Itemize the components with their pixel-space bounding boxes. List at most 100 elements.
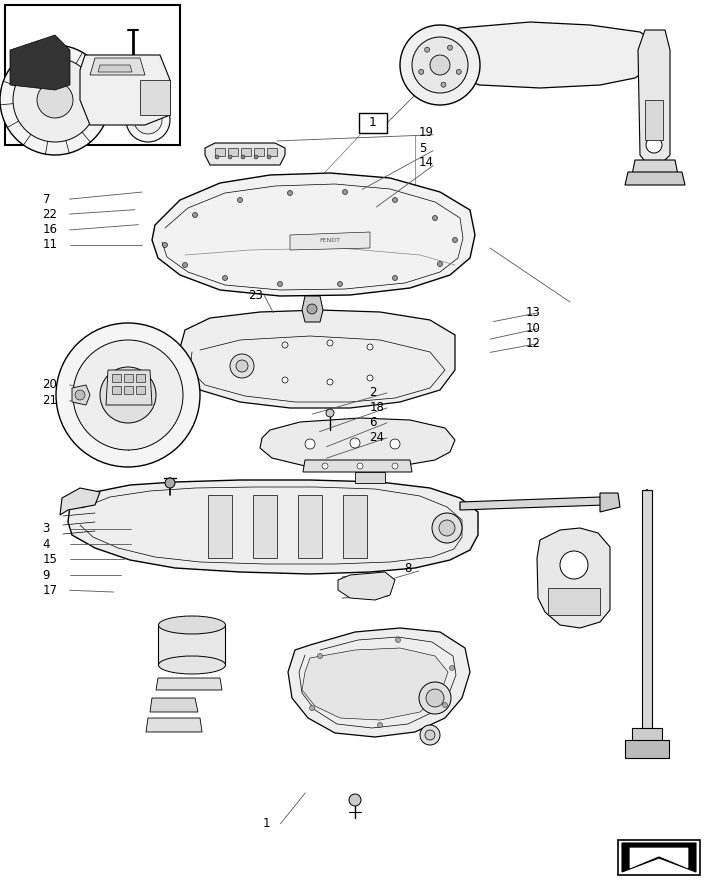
Circle shape — [367, 375, 373, 381]
Bar — [267, 148, 277, 156]
Circle shape — [392, 463, 398, 469]
Polygon shape — [140, 80, 170, 115]
Polygon shape — [158, 625, 225, 665]
Text: 4: 4 — [43, 538, 50, 551]
Circle shape — [378, 722, 383, 728]
Circle shape — [254, 155, 258, 159]
Circle shape — [134, 106, 162, 134]
Polygon shape — [625, 740, 669, 758]
Circle shape — [282, 342, 288, 348]
Text: 14: 14 — [419, 157, 434, 169]
Polygon shape — [288, 628, 470, 737]
Circle shape — [393, 276, 398, 280]
Polygon shape — [205, 143, 285, 165]
Text: 2: 2 — [369, 387, 377, 399]
Circle shape — [238, 197, 243, 203]
Polygon shape — [290, 232, 370, 250]
Text: 16: 16 — [43, 224, 58, 236]
Polygon shape — [98, 65, 132, 72]
Circle shape — [441, 82, 446, 87]
Polygon shape — [106, 370, 152, 405]
Polygon shape — [625, 172, 685, 185]
Circle shape — [419, 70, 424, 74]
Circle shape — [412, 37, 468, 93]
Circle shape — [13, 58, 97, 142]
Polygon shape — [303, 460, 412, 472]
Polygon shape — [428, 22, 660, 88]
Polygon shape — [638, 30, 670, 165]
Circle shape — [442, 702, 447, 707]
Text: 10: 10 — [525, 322, 540, 335]
Circle shape — [425, 730, 435, 740]
Circle shape — [126, 98, 170, 142]
Polygon shape — [632, 160, 678, 175]
Polygon shape — [90, 58, 145, 75]
Polygon shape — [622, 843, 696, 872]
Polygon shape — [180, 310, 455, 408]
Circle shape — [222, 276, 227, 280]
Text: 21: 21 — [43, 395, 58, 407]
Circle shape — [390, 439, 400, 449]
Polygon shape — [260, 418, 455, 468]
Bar — [5, 5, 180, 145]
Polygon shape — [10, 35, 70, 90]
Circle shape — [395, 638, 400, 642]
Text: 1: 1 — [263, 818, 271, 830]
Bar — [136, 386, 145, 394]
Circle shape — [457, 70, 462, 74]
Polygon shape — [632, 728, 662, 742]
Text: 15: 15 — [43, 553, 58, 566]
Text: 8: 8 — [405, 562, 412, 574]
Circle shape — [419, 682, 451, 714]
Circle shape — [307, 304, 317, 314]
Circle shape — [393, 197, 398, 203]
Polygon shape — [548, 588, 600, 615]
Polygon shape — [253, 495, 277, 558]
Circle shape — [37, 82, 73, 118]
Text: 17: 17 — [43, 584, 58, 596]
Text: 18: 18 — [369, 402, 384, 414]
Polygon shape — [460, 497, 605, 510]
Circle shape — [432, 513, 462, 543]
Polygon shape — [302, 296, 323, 322]
Ellipse shape — [158, 656, 226, 674]
Circle shape — [230, 354, 254, 378]
Text: FENDT: FENDT — [320, 239, 341, 243]
Circle shape — [449, 665, 454, 670]
Circle shape — [163, 242, 168, 248]
Polygon shape — [146, 718, 202, 732]
Circle shape — [310, 706, 315, 710]
Text: 13: 13 — [525, 307, 540, 319]
Circle shape — [426, 689, 444, 707]
Circle shape — [425, 48, 430, 52]
Text: 9: 9 — [43, 569, 50, 581]
Circle shape — [327, 340, 333, 346]
Polygon shape — [537, 528, 610, 628]
Circle shape — [447, 45, 452, 50]
Text: 22: 22 — [43, 208, 58, 220]
Circle shape — [228, 155, 232, 159]
Circle shape — [236, 360, 248, 372]
Text: 12: 12 — [525, 337, 540, 350]
Bar — [136, 374, 145, 382]
Text: 20: 20 — [43, 379, 58, 391]
Circle shape — [437, 262, 442, 266]
Bar — [228, 148, 238, 156]
Polygon shape — [72, 385, 90, 405]
Circle shape — [350, 438, 360, 448]
Bar — [241, 148, 251, 156]
Bar — [618, 840, 700, 875]
Text: 24: 24 — [369, 432, 384, 444]
Bar — [124, 374, 133, 382]
Circle shape — [278, 282, 283, 286]
Polygon shape — [60, 488, 100, 515]
Polygon shape — [156, 678, 222, 690]
Circle shape — [430, 55, 450, 75]
Circle shape — [322, 463, 328, 469]
Polygon shape — [600, 493, 620, 512]
Circle shape — [267, 155, 271, 159]
Circle shape — [420, 725, 440, 745]
Polygon shape — [630, 848, 688, 868]
Circle shape — [560, 551, 588, 579]
Circle shape — [305, 439, 315, 449]
